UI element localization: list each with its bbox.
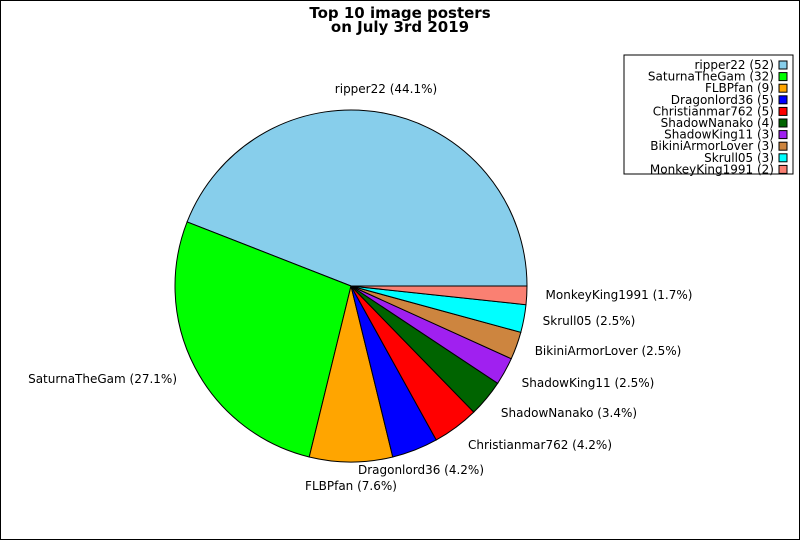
legend-label-dragonlord36: Dragonlord36 (5)	[671, 93, 774, 107]
legend-swatch-skrull05	[778, 153, 788, 163]
legend-label-christianmar762: Christianmar762 (5)	[653, 104, 774, 118]
legend-label-monkeyking1991: MonkeyKing1991 (2)	[650, 162, 774, 176]
legend-swatch-bikiniarmorlover	[778, 141, 788, 151]
slice-label-bikiniarmorlover: BikiniArmorLover (2.5%)	[535, 344, 682, 358]
legend-swatch-christianmar762	[778, 106, 788, 116]
legend-label-shadownanako: ShadowNanako (4)	[661, 116, 774, 130]
slice-label-monkeyking1991: MonkeyKing1991 (1.7%)	[546, 288, 693, 302]
legend-swatch-saturnathegam	[778, 72, 788, 82]
pie-slice-ripper22	[186, 109, 528, 287]
legend-swatch-flbpfan	[778, 83, 788, 93]
legend-label-shadowking11: ShadowKing11 (3)	[664, 128, 774, 142]
slice-label-dragonlord36: Dragonlord36 (4.2%)	[358, 463, 484, 477]
slice-label-christianmar762: Christianmar762 (4.2%)	[468, 438, 612, 452]
legend-swatch-shadowking11	[778, 130, 788, 140]
legend-label-bikiniarmorlover: BikiniArmorLover (3)	[650, 139, 774, 153]
slice-label-skrull05: Skrull05 (2.5%)	[543, 314, 636, 328]
legend-label-saturnathegam: SaturnaTheGam (32)	[648, 70, 774, 84]
legend-swatch-dragonlord36	[778, 95, 788, 105]
slice-label-shadownanako: ShadowNanako (3.4%)	[501, 406, 637, 420]
chart-title-line-2: on July 3rd 2019	[331, 18, 469, 36]
slice-label-flbpfan: FLBPfan (7.6%)	[305, 479, 397, 493]
legend-swatch-monkeyking1991	[778, 164, 788, 174]
pie-slice-saturnathegam	[174, 221, 352, 458]
legend-swatch-ripper22	[778, 60, 788, 70]
legend: ripper22 (52)SaturnaTheGam (32)FLBPfan (…	[623, 54, 794, 176]
legend-label-skrull05: Skrull05 (3)	[704, 151, 774, 165]
pie-slice-monkeyking1991	[350, 285, 528, 306]
legend-box	[623, 54, 794, 175]
legend-label-ripper22: ripper22 (52)	[694, 58, 774, 72]
pie-slices	[174, 109, 528, 463]
slice-label-saturnathegam: SaturnaTheGam (27.1%)	[28, 372, 177, 386]
legend-swatch-shadownanako	[778, 118, 788, 128]
pie-slice-labels: ripper22 (44.1%) SaturnaTheGam (27.1%) FLB…	[28, 82, 692, 493]
legend-label-flbpfan: FLBPfan (9)	[705, 81, 774, 95]
chart-title-line-1: Top 10 image posters	[309, 4, 490, 22]
slice-label-ripper22: ripper22 (44.1%)	[335, 82, 437, 96]
slice-label-shadowking11: ShadowKing11 (2.5%)	[522, 376, 655, 390]
